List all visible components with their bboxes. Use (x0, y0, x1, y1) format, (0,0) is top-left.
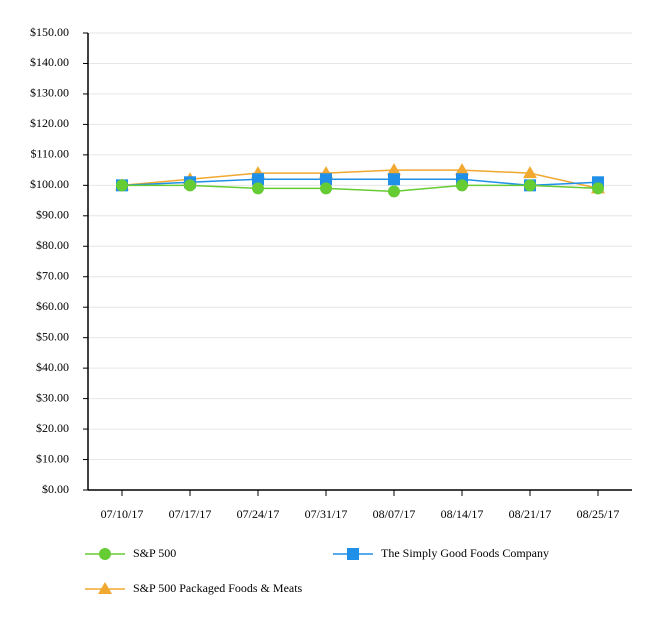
marker (320, 173, 332, 186)
marker (456, 179, 468, 192)
series-line (122, 184, 599, 193)
marker (252, 182, 264, 195)
x-tick-label: 07/10/17 (101, 507, 144, 521)
y-tick-label: $70.00 (36, 268, 69, 282)
marker (184, 179, 196, 192)
marker (524, 179, 536, 192)
legend-label: The Simply Good Foods Company (381, 546, 549, 560)
marker (388, 173, 400, 186)
x-tick-label: 07/31/17 (305, 507, 348, 521)
marker (592, 182, 604, 195)
y-tick-label: $50.00 (36, 329, 69, 343)
y-tick-label: $100.00 (30, 177, 69, 191)
y-tick-label: $60.00 (36, 299, 69, 313)
y-tick-label: $130.00 (30, 86, 69, 100)
x-tick-label: 08/25/17 (577, 507, 620, 521)
x-tick-label: 08/07/17 (373, 507, 416, 521)
y-tick-label: $0.00 (42, 482, 69, 496)
legend-marker (347, 548, 359, 560)
y-tick-label: $120.00 (30, 116, 69, 130)
y-tick-label: $90.00 (36, 208, 69, 222)
x-tick-label: 07/17/17 (169, 507, 212, 521)
series-line (121, 178, 599, 187)
marker (523, 166, 537, 179)
legend-label: S&P 500 (133, 546, 176, 560)
marker (252, 173, 264, 186)
series-line (121, 169, 599, 190)
x-tick-label: 07/24/17 (237, 507, 280, 521)
y-tick-label: $110.00 (30, 147, 69, 161)
y-tick-label: $140.00 (30, 55, 69, 69)
legend-marker (98, 582, 112, 594)
marker (320, 182, 332, 195)
y-tick-label: $80.00 (36, 238, 69, 252)
y-tick-label: $10.00 (36, 451, 69, 465)
y-tick-label: $40.00 (36, 360, 69, 374)
legend-label: S&P 500 Packaged Foods & Meats (133, 581, 303, 595)
marker (387, 163, 401, 176)
marker (388, 185, 400, 198)
y-tick-label: $150.00 (30, 25, 69, 39)
marker (116, 179, 128, 192)
x-tick-label: 08/14/17 (441, 507, 484, 521)
legend-marker (99, 548, 111, 560)
x-tick-label: 08/21/17 (509, 507, 552, 521)
marker (455, 163, 469, 176)
y-tick-label: $20.00 (36, 421, 69, 435)
y-tick-label: $30.00 (36, 390, 69, 404)
